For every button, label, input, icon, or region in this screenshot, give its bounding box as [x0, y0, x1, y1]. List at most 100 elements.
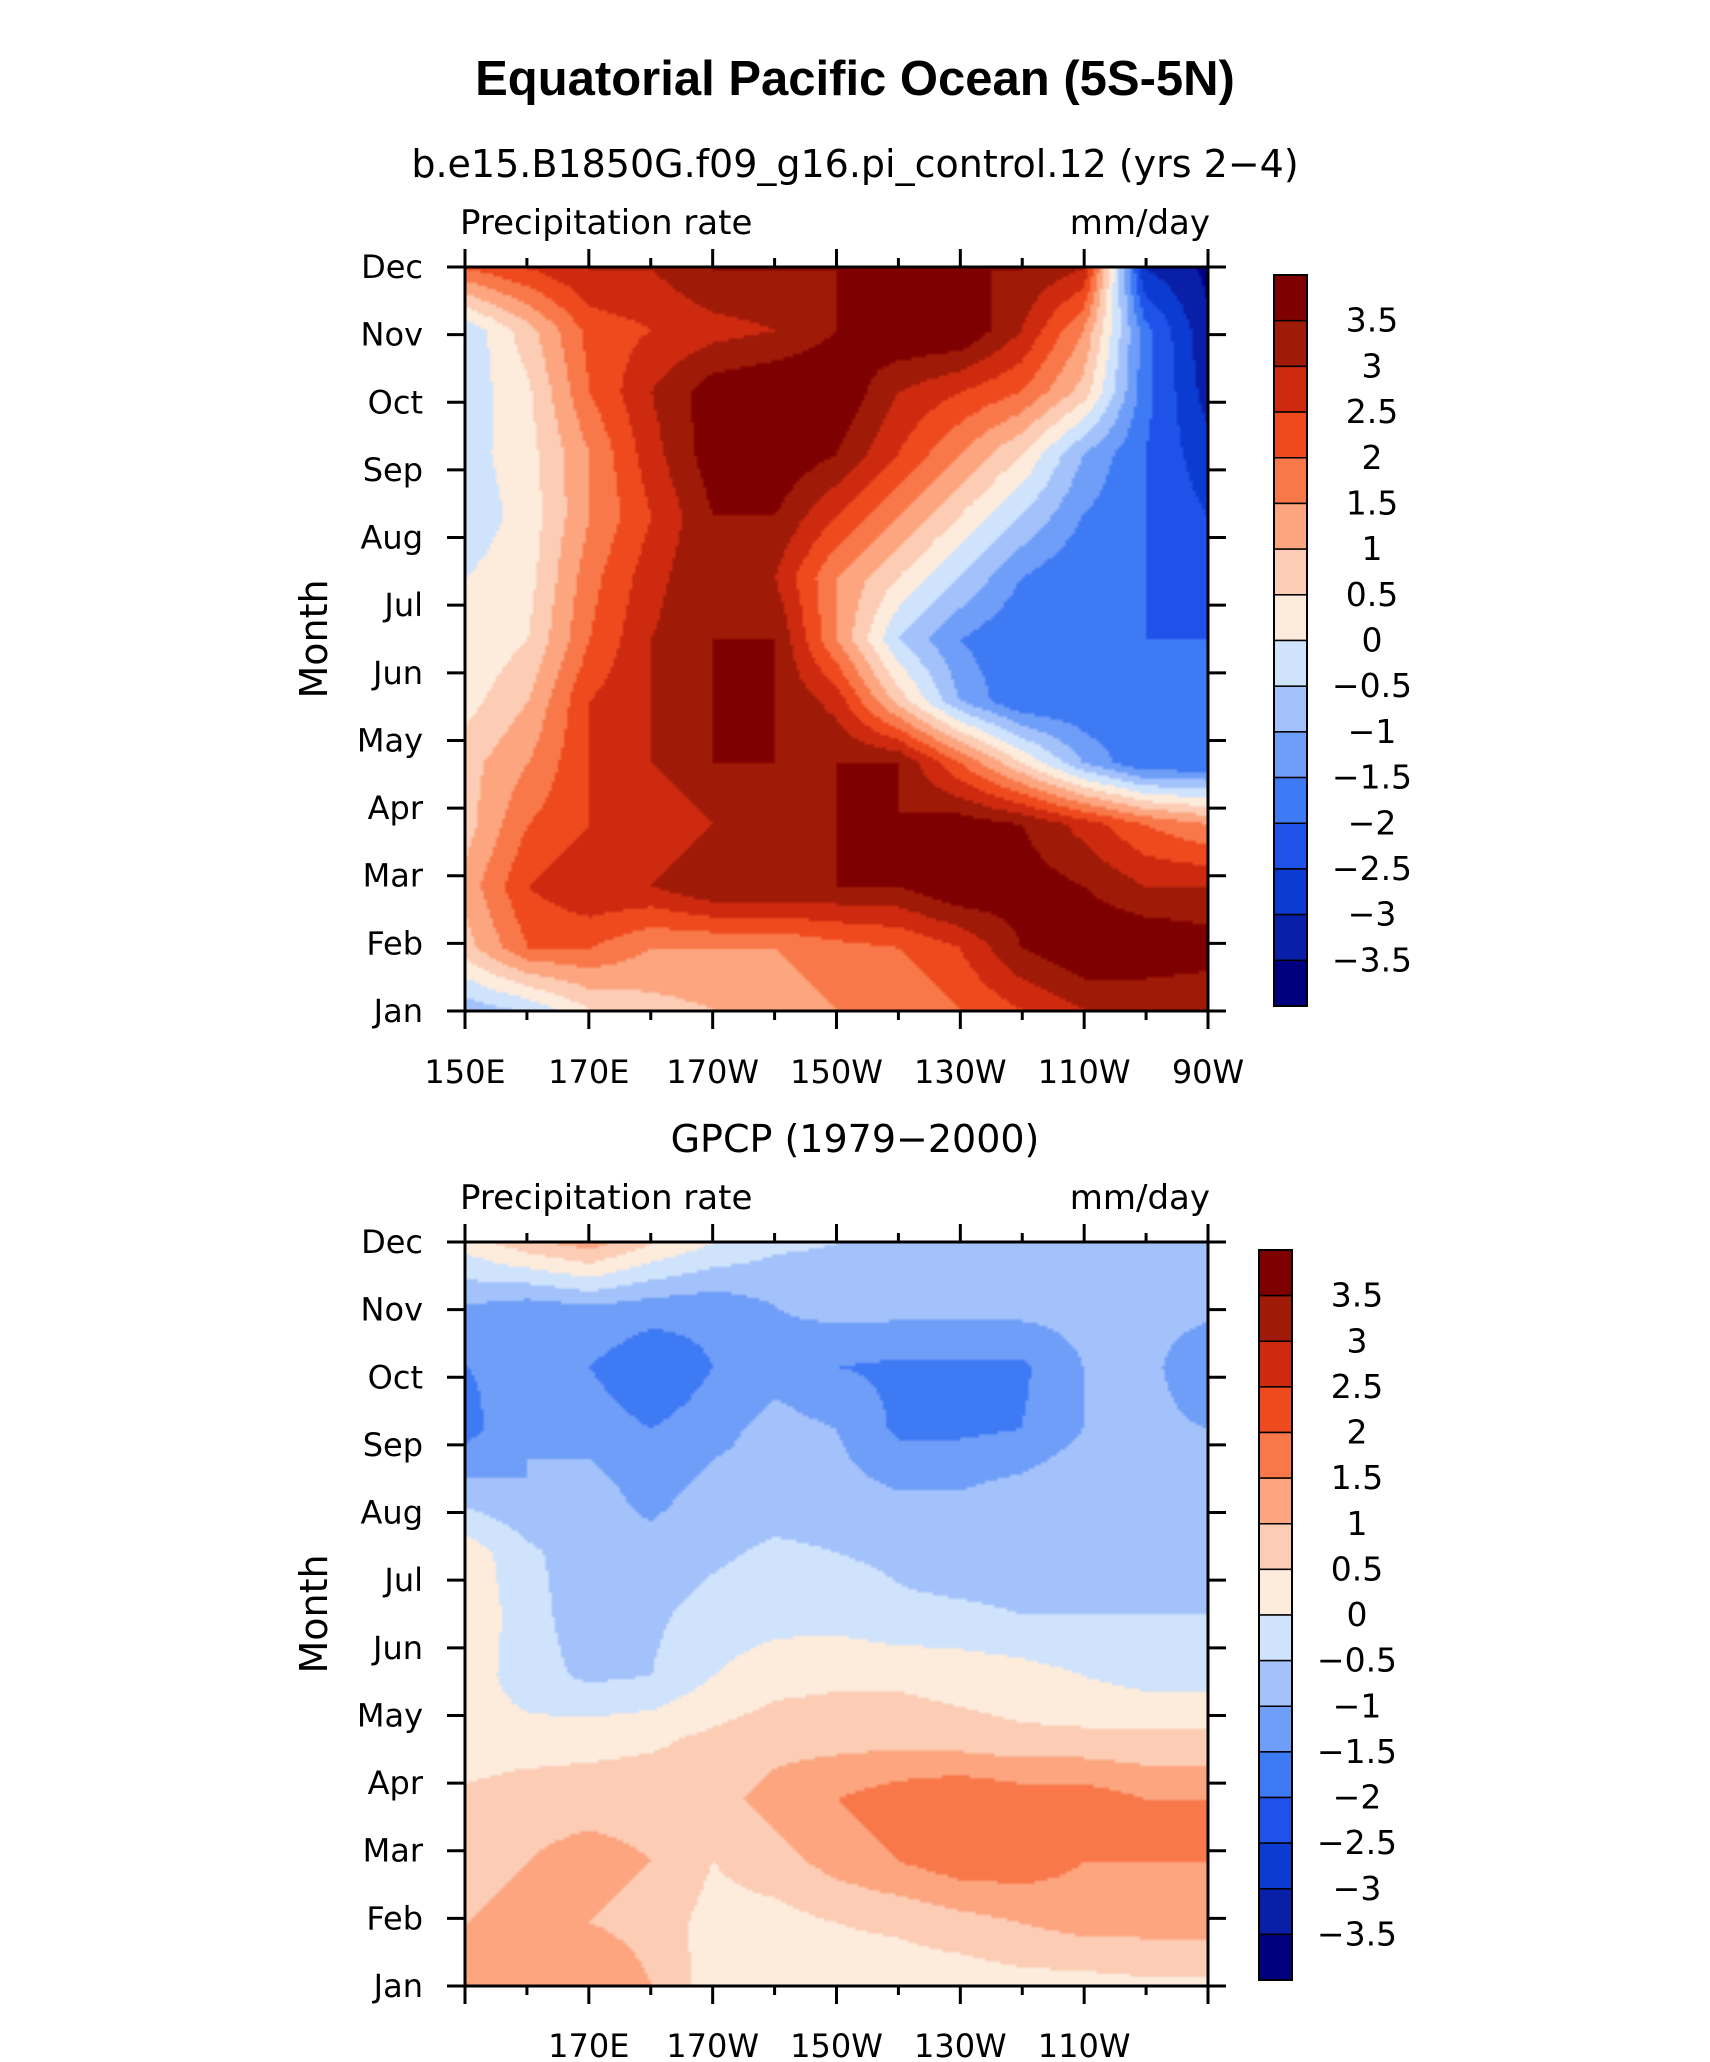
y-tick-label: Oct: [368, 1358, 423, 1396]
y-tick-label: Apr: [368, 1764, 424, 1802]
y-tick-label: May: [357, 1696, 423, 1734]
colorbar-frame: [1273, 274, 1308, 1007]
y-tick-label: Feb: [366, 924, 423, 962]
y-tick-label: Nov: [361, 1291, 423, 1329]
y-tick-label: Aug: [361, 519, 423, 557]
colorbar-swatch: [1258, 1614, 1293, 1662]
colorbar-label: −0.5: [1332, 666, 1412, 705]
units-label: mm/day: [1070, 1178, 1210, 1218]
colorbar-label: −2: [1333, 1778, 1382, 1817]
y-tick-label: Feb: [366, 1899, 423, 1937]
colorbar-swatch: [1258, 1431, 1293, 1479]
colorbar-swatch: [1273, 502, 1308, 550]
y-tick-label: Sep: [363, 451, 423, 489]
y-axis-label: Month: [292, 1554, 336, 1673]
x-tick-label: 90W: [1172, 1053, 1244, 1091]
colorbar-label: 2.5: [1331, 1367, 1383, 1406]
figure-title: Equatorial Pacific Ocean (5S-5N): [475, 52, 1235, 106]
colorbar-swatch: [1273, 319, 1308, 368]
colorbar-swatch: [1258, 1568, 1293, 1616]
colorbar-label: −1.5: [1332, 758, 1412, 797]
panel-gpcp: GPCP (1979−2000) Precipitation rate mm/day…: [292, 1117, 1397, 2062]
colorbar-swatch: [1258, 1933, 1293, 1981]
colorbar-label: 2: [1362, 438, 1383, 477]
colorbar-label: 1: [1362, 529, 1383, 568]
colorbar-swatch: [1273, 685, 1308, 733]
variable-label: Precipitation rate: [460, 1178, 752, 1218]
y-tick-label: May: [357, 721, 423, 759]
colorbar-label: −1: [1333, 1686, 1382, 1725]
y-tick-label: Mar: [363, 1832, 424, 1870]
y-tick-label: Aug: [361, 1494, 423, 1532]
panel-title: GPCP (1979−2000): [671, 1117, 1040, 1161]
x-tick-label: 170W: [666, 1053, 759, 1091]
colorbar-swatch: [1273, 731, 1308, 779]
colorbar-label: −2.5: [1332, 849, 1412, 888]
colorbar-swatch: [1273, 868, 1308, 916]
colorbar-swatch: [1258, 1888, 1293, 1936]
x-tick-label: 130W: [914, 1053, 1007, 1091]
colorbar-label: 0.5: [1346, 575, 1398, 614]
colorbar-label: −2.5: [1317, 1823, 1397, 1862]
colorbar-swatch: [1273, 411, 1308, 459]
colorbar-label: −0.5: [1317, 1641, 1397, 1680]
colorbar-label: 0.5: [1331, 1549, 1383, 1588]
y-tick-label: Oct: [368, 383, 423, 421]
y-tick-label: Mar: [363, 857, 424, 895]
x-tick-label: 170W: [666, 2027, 759, 2062]
colorbar-swatch: [1258, 1249, 1293, 1297]
colorbar-swatch: [1258, 1751, 1293, 1799]
colorbar-swatch: [1273, 548, 1308, 596]
y-tick-label: Jan: [372, 1967, 423, 2005]
colorbar-label: 2.5: [1346, 392, 1398, 431]
colorbar-label: −2: [1348, 803, 1397, 842]
colorbar-swatch: [1258, 1340, 1293, 1388]
colorbar-swatch: [1258, 1477, 1293, 1525]
colorbar-swatch: [1258, 1523, 1293, 1571]
colorbar-swatch: [1258, 1294, 1293, 1342]
panel-title: b.e15.B1850G.f09_g16.pi_control.12 (yrs …: [411, 142, 1298, 186]
heatmap-field: [465, 267, 1208, 1011]
colorbar-frame: [1258, 1249, 1293, 1981]
colorbar-swatch: [1258, 1659, 1293, 1707]
y-tick-label: Nov: [361, 316, 423, 354]
colorbar-label: 3: [1347, 1321, 1368, 1360]
units-label: mm/day: [1070, 203, 1210, 243]
colorbar-label: −3: [1333, 1869, 1382, 1908]
y-tick-label: Dec: [361, 1223, 423, 1261]
colorbar-label: −3.5: [1317, 1914, 1397, 1953]
colorbar-label: 1.5: [1346, 483, 1398, 522]
colorbar-label: 3: [1362, 346, 1383, 385]
colorbar-swatch: [1258, 1386, 1293, 1434]
x-tick-label: 110W: [1038, 1053, 1131, 1091]
colorbar-label: 0: [1347, 1595, 1368, 1634]
x-tick-label: 150E: [424, 1053, 505, 1091]
colorbar-swatch: [1258, 1796, 1293, 1844]
colorbar-swatch: [1273, 913, 1308, 962]
panel-model: b.e15.B1850G.f09_g16.pi_control.12 (yrs …: [292, 142, 1412, 1091]
colorbar-swatch: [1273, 776, 1308, 824]
heatmap-field: [465, 1242, 1208, 1986]
y-tick-label: Jan: [372, 992, 423, 1030]
y-tick-label: Jul: [382, 586, 423, 624]
x-tick-label: 170E: [548, 2027, 629, 2062]
y-tick-label: Jun: [371, 654, 423, 692]
colorbar-label: 0: [1362, 621, 1383, 660]
colorbar-swatch: [1258, 1705, 1293, 1753]
colorbar-swatch: [1273, 365, 1308, 413]
y-tick-label: Jun: [371, 1629, 423, 1667]
colorbar-label: −1: [1348, 712, 1397, 751]
variable-label: Precipitation rate: [460, 203, 752, 243]
x-tick-label: 170E: [548, 1053, 629, 1091]
colorbar-swatch: [1273, 274, 1308, 322]
colorbar-swatch: [1273, 959, 1308, 1007]
colorbar-label: 2: [1347, 1413, 1368, 1452]
x-tick-label: 150W: [790, 1053, 883, 1091]
colorbar-label: 1.5: [1331, 1458, 1383, 1497]
colorbar-swatch: [1273, 457, 1308, 505]
colorbar-label: 3.5: [1331, 1276, 1383, 1315]
y-tick-label: Dec: [361, 248, 423, 286]
colorbar-label: 3.5: [1346, 301, 1398, 340]
